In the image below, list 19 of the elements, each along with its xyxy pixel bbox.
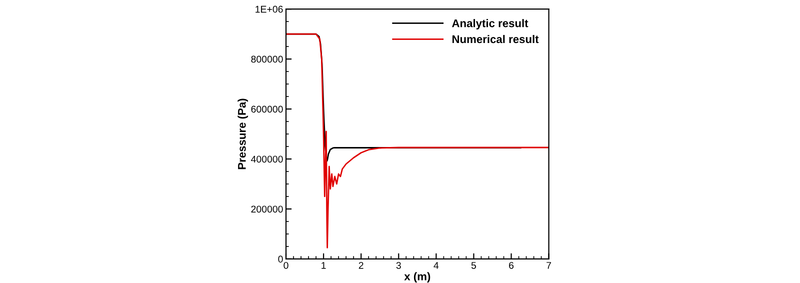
y-tick-label: 0 (278, 256, 283, 263)
x-tick-label: 4 (434, 262, 439, 269)
x-tick-label: 1 (322, 262, 326, 269)
x-tick-label: 0 (284, 262, 288, 269)
x-tick-label: 2 (358, 262, 364, 269)
x-tick-label: 3 (396, 262, 401, 269)
y-axis-title: Pressure (Pa) (238, 98, 248, 170)
x-tick-label: 6 (509, 262, 514, 269)
legend-label: Numerical result (452, 34, 539, 44)
y-tick-label: 200000 (251, 206, 283, 213)
x-tick-label: 5 (471, 262, 476, 269)
x-tick-label: 7 (546, 262, 552, 269)
y-tick-label: 1E+06 (256, 6, 283, 13)
x-axis-title: x (m) (404, 272, 430, 283)
y-tick-label: 800000 (251, 56, 283, 63)
y-tick-label: 400000 (251, 156, 283, 163)
legend-label: Analytic result (452, 19, 528, 30)
line-series (286, 33, 549, 248)
y-tick-label: 600000 (251, 106, 283, 113)
